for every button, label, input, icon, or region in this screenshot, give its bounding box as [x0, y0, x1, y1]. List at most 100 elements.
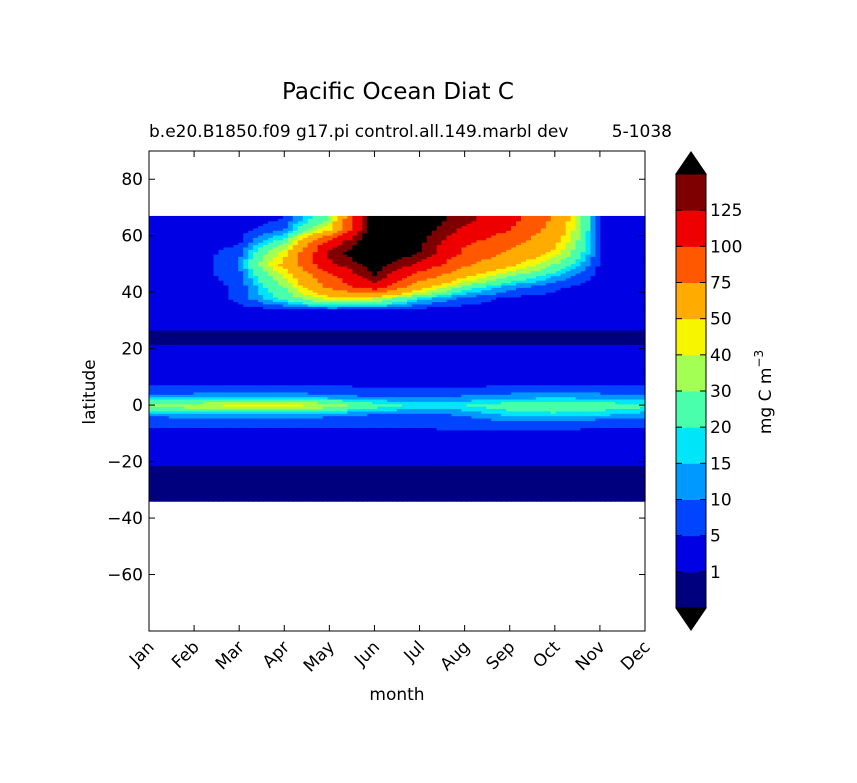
heatmap-cell — [506, 482, 512, 486]
heatmap-cell — [635, 493, 641, 497]
heatmap-cell — [392, 425, 398, 429]
heatmap-cell — [431, 455, 438, 459]
heatmap-cell — [173, 446, 180, 450]
heatmap-cell — [496, 446, 502, 450]
heatmap-cell — [406, 396, 413, 400]
heatmap-cell — [168, 401, 175, 405]
heatmap-cell — [327, 403, 334, 407]
heatmap-cell — [382, 420, 388, 424]
heatmap-cell — [193, 460, 200, 464]
heatmap-cell — [397, 486, 403, 490]
heatmap-cell — [516, 439, 522, 443]
heatmap-cell — [367, 453, 373, 457]
heatmap-cell — [183, 441, 190, 445]
heatmap-cell — [228, 387, 234, 391]
heatmap-cell — [521, 396, 527, 400]
heatmap-cell — [476, 470, 482, 474]
heatmap-cell — [397, 434, 403, 438]
heatmap-cell — [600, 491, 606, 495]
heatmap-cell — [625, 479, 631, 483]
heatmap-cell — [540, 398, 547, 402]
heatmap-cell — [605, 427, 611, 431]
heatmap-cell — [585, 472, 592, 476]
heatmap-cell — [600, 486, 606, 490]
heatmap-cell — [322, 420, 329, 424]
heatmap-cell — [233, 436, 239, 440]
heatmap-cell — [352, 441, 358, 445]
heatmap-cell — [297, 439, 304, 443]
heatmap-cell — [183, 396, 190, 400]
heatmap-cell — [342, 434, 348, 438]
heatmap-cell — [585, 484, 592, 488]
heatmap-cell — [620, 465, 626, 469]
heatmap-cell — [297, 470, 304, 474]
heatmap-cell — [516, 432, 522, 436]
heatmap-cell — [590, 446, 596, 450]
heatmap-cell — [560, 477, 567, 481]
heatmap-cell — [491, 460, 497, 464]
heatmap-cell — [605, 387, 611, 391]
heatmap-cell — [322, 486, 329, 490]
heatmap-cell — [625, 491, 631, 495]
heatmap-cell — [158, 446, 165, 450]
heatmap-cell — [362, 496, 368, 500]
heatmap-cell — [327, 453, 334, 457]
heatmap-cell — [441, 436, 448, 440]
heatmap-cell — [208, 477, 215, 481]
heatmap-cell — [436, 382, 443, 386]
heatmap-cell — [312, 389, 319, 393]
heatmap-cell — [615, 389, 621, 393]
heatmap-cell — [228, 398, 234, 402]
heatmap-cell — [228, 406, 234, 410]
heatmap-cell — [481, 384, 487, 388]
heatmap-cell — [153, 441, 160, 445]
heatmap-cell — [441, 467, 448, 471]
heatmap-cell — [292, 387, 299, 391]
heatmap-cell — [372, 401, 378, 405]
heatmap-cell — [521, 460, 527, 464]
heatmap-cell — [268, 401, 274, 405]
heatmap-cell — [411, 463, 418, 467]
heatmap-cell — [263, 448, 269, 452]
heatmap-cell — [595, 398, 601, 402]
heatmap-cell — [248, 460, 254, 464]
heatmap-cell — [610, 434, 616, 438]
heatmap-cell — [178, 460, 185, 464]
heatmap-cell — [312, 415, 319, 419]
heatmap-cell — [238, 484, 244, 488]
heatmap-cell — [555, 425, 562, 429]
heatmap-cell — [476, 384, 482, 388]
heatmap-cell — [511, 408, 517, 412]
heatmap-cell — [208, 496, 215, 500]
heatmap-cell — [287, 453, 294, 457]
heatmap-cell — [342, 455, 348, 459]
heatmap-cell — [392, 403, 398, 407]
heatmap-cell — [550, 413, 557, 417]
heatmap-cell — [243, 420, 249, 424]
heatmap-cell — [342, 496, 348, 500]
heatmap-cell — [233, 432, 239, 436]
heatmap-cell — [625, 465, 631, 469]
heatmap-cell — [228, 396, 234, 400]
heatmap-cell — [535, 470, 542, 474]
heatmap-cell — [248, 463, 254, 467]
heatmap-cell — [213, 439, 220, 443]
heatmap-cell — [277, 467, 284, 471]
heatmap-cell — [630, 491, 636, 495]
heatmap-cell — [620, 498, 626, 502]
heatmap-cell — [327, 425, 334, 429]
heatmap-cell — [347, 444, 353, 448]
heatmap-cell — [406, 489, 413, 493]
heatmap-cell — [461, 439, 468, 443]
heatmap-cell — [372, 446, 378, 450]
heatmap-cell — [506, 455, 512, 459]
heatmap-cell — [491, 391, 497, 395]
heatmap-cell — [268, 477, 274, 481]
heatmap-cell — [486, 427, 492, 431]
heatmap-cell — [397, 472, 403, 476]
heatmap-cell — [426, 455, 433, 459]
heatmap-cell — [421, 482, 428, 486]
heatmap-cell — [287, 472, 294, 476]
heatmap-cell — [545, 460, 552, 464]
heatmap-cell — [397, 425, 403, 429]
